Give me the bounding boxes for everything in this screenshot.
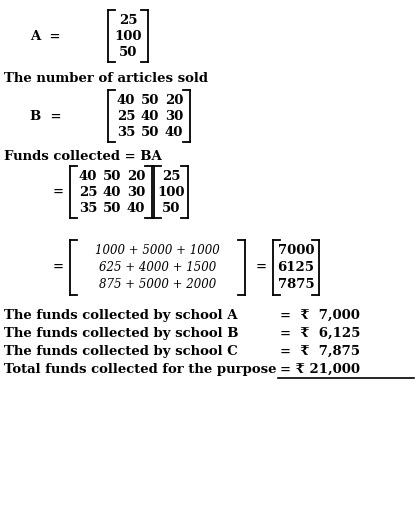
Text: = ₹ 21,000: = ₹ 21,000 — [280, 362, 360, 376]
Text: The funds collected by school B: The funds collected by school B — [4, 326, 239, 339]
Text: 7000: 7000 — [278, 244, 314, 257]
Text: 6125: 6125 — [278, 261, 315, 274]
Text: The funds collected by school A: The funds collected by school A — [4, 309, 237, 322]
Text: 40: 40 — [79, 169, 97, 183]
Text: 40: 40 — [117, 94, 135, 107]
Text: 50: 50 — [141, 94, 159, 107]
Text: 50: 50 — [141, 126, 159, 139]
Text: 35: 35 — [117, 126, 135, 139]
Text: 40: 40 — [127, 201, 145, 214]
Text: 40: 40 — [141, 109, 159, 122]
Text: 50: 50 — [103, 201, 121, 214]
Text: 1000 + 5000 + 1000: 1000 + 5000 + 1000 — [95, 244, 220, 257]
Text: 625 + 4000 + 1500: 625 + 4000 + 1500 — [99, 261, 216, 274]
Text: 25: 25 — [162, 169, 180, 183]
Text: A  =: A = — [30, 29, 60, 42]
Text: B  =: B = — [30, 109, 61, 122]
Text: 100: 100 — [157, 186, 185, 199]
Text: 50: 50 — [162, 201, 180, 214]
Text: 25: 25 — [117, 109, 135, 122]
Text: The number of articles sold: The number of articles sold — [4, 72, 208, 85]
Text: Total funds collected for the purpose: Total funds collected for the purpose — [4, 362, 276, 376]
Text: 50: 50 — [103, 169, 121, 183]
Text: 25: 25 — [79, 186, 97, 199]
Text: 40: 40 — [165, 126, 183, 139]
Text: 7875: 7875 — [278, 278, 314, 291]
Text: =  ₹  6,125: = ₹ 6,125 — [280, 326, 360, 339]
Text: The funds collected by school C: The funds collected by school C — [4, 345, 238, 358]
Text: 25: 25 — [119, 14, 137, 27]
Text: =: = — [52, 186, 63, 199]
Text: 875 + 5000 + 2000: 875 + 5000 + 2000 — [99, 278, 216, 291]
Text: 35: 35 — [79, 201, 97, 214]
Text: 20: 20 — [165, 94, 183, 107]
Text: =: = — [52, 261, 63, 274]
Text: =  ₹  7,000: = ₹ 7,000 — [280, 309, 360, 322]
Text: 30: 30 — [165, 109, 183, 122]
Text: 50: 50 — [119, 46, 137, 59]
Text: 30: 30 — [127, 186, 145, 199]
Text: 100: 100 — [114, 29, 142, 42]
Text: Funds collected = BA: Funds collected = BA — [4, 150, 162, 163]
Text: =  ₹  7,875: = ₹ 7,875 — [280, 345, 360, 358]
Text: 40: 40 — [103, 186, 121, 199]
Text: 20: 20 — [127, 169, 145, 183]
Text: =: = — [255, 261, 267, 274]
